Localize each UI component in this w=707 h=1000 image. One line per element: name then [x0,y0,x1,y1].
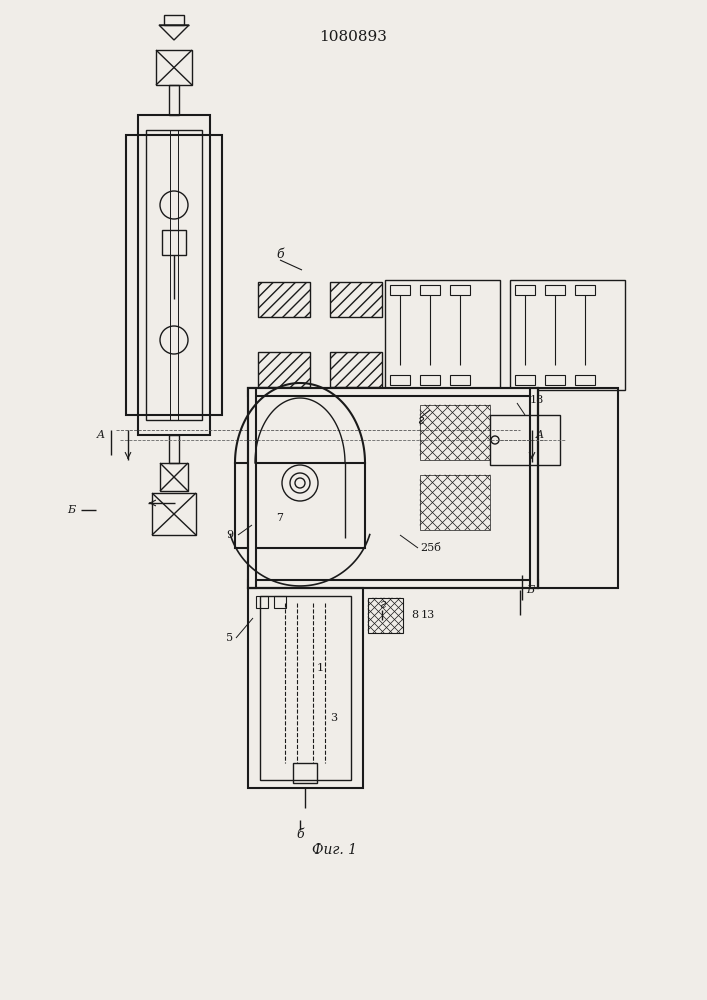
Bar [368,598,403,633]
Text: г: г [379,598,385,611]
Text: Б: Б [526,585,534,595]
Bar [169,85,179,115]
Bar [126,135,222,415]
Text: 1: 1 [317,663,324,673]
Bar [390,285,410,295]
Bar [164,15,184,25]
Bar [274,596,286,608]
Bar [248,388,538,588]
Text: 7: 7 [276,513,284,523]
Bar [420,375,440,385]
Bar [152,493,196,535]
Bar [169,435,179,463]
Bar [545,285,565,295]
Bar [258,352,310,387]
Bar [420,405,490,460]
Bar [160,463,188,491]
Bar [248,388,256,588]
Text: 3: 3 [330,713,337,723]
Text: 8: 8 [411,610,418,620]
Bar [156,50,192,85]
Text: Б: Б [67,505,75,515]
Text: Фиг. 1: Фиг. 1 [312,843,358,857]
Text: 18: 18 [530,395,544,405]
Bar [530,388,538,588]
Text: 9: 9 [226,530,233,540]
Bar [256,596,268,608]
Bar [450,375,470,385]
Bar [538,388,618,588]
Bar [575,285,595,295]
Bar [385,280,500,390]
Bar [248,588,363,788]
Bar [258,282,310,317]
Bar [293,763,317,783]
Bar [450,285,470,295]
Bar [235,463,365,548]
Text: б: б [296,828,304,842]
Text: б: б [276,248,284,261]
Bar [330,282,382,317]
Bar [515,285,535,295]
Text: 13: 13 [421,610,436,620]
Bar [575,375,595,385]
Text: г: г [417,414,423,426]
Text: 1080893: 1080893 [319,30,387,44]
Bar [515,375,535,385]
Bar [146,130,202,420]
Text: A: A [97,430,105,440]
Bar [390,375,410,385]
Bar [545,375,565,385]
Bar [510,280,625,390]
Bar [420,285,440,295]
Polygon shape [159,25,189,40]
Bar [420,475,490,530]
Text: A: A [536,430,544,440]
Bar [330,352,382,387]
Text: 5: 5 [226,633,233,643]
Bar [490,415,560,465]
Bar [138,115,210,435]
Bar [162,230,186,255]
Bar [248,580,538,588]
Bar [260,596,351,780]
Bar [248,388,538,396]
Text: 25б: 25б [420,543,441,553]
